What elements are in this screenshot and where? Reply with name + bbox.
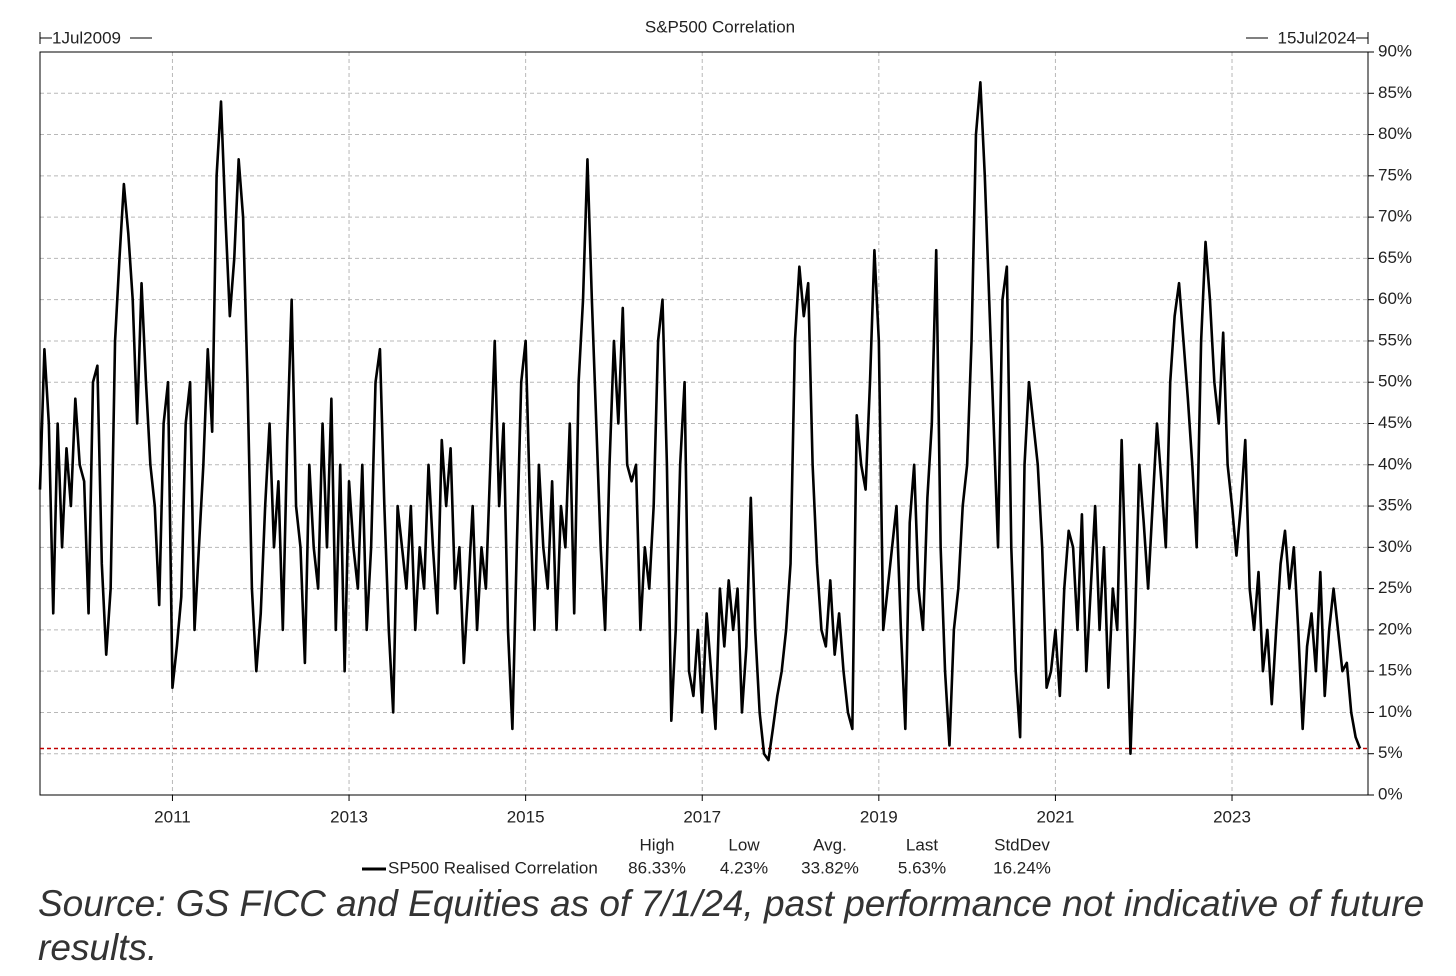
x-tick-label: 2015 bbox=[507, 807, 545, 826]
x-tick-label: 2023 bbox=[1213, 807, 1251, 826]
stat-value: 86.33% bbox=[628, 858, 686, 877]
y-tick-label: 30% bbox=[1378, 537, 1412, 556]
stat-header: Avg. bbox=[813, 835, 847, 854]
stat-header: Low bbox=[728, 835, 760, 854]
y-tick-label: 90% bbox=[1378, 41, 1412, 60]
y-tick-label: 35% bbox=[1378, 496, 1412, 515]
stat-header: Last bbox=[906, 835, 938, 854]
y-tick-label: 20% bbox=[1378, 619, 1412, 638]
y-tick-label: 70% bbox=[1378, 207, 1412, 226]
series-line bbox=[38, 81, 1362, 762]
y-tick-label: 5% bbox=[1378, 743, 1403, 762]
y-tick-label: 40% bbox=[1378, 454, 1412, 473]
plot-frame bbox=[39, 51, 1369, 796]
y-tick-label: 55% bbox=[1378, 330, 1412, 349]
stat-value: 5.63% bbox=[898, 858, 946, 877]
stat-value: 33.82% bbox=[801, 858, 859, 877]
y-tick-label: 45% bbox=[1378, 413, 1412, 432]
stat-header: StdDev bbox=[994, 835, 1050, 854]
y-tick-label: 80% bbox=[1378, 124, 1412, 143]
stat-value: 4.23% bbox=[720, 858, 768, 877]
x-tick-label: 2011 bbox=[154, 807, 191, 826]
y-tick-label: 85% bbox=[1378, 83, 1412, 102]
y-tick-label: 25% bbox=[1378, 578, 1412, 597]
x-tick-label: 2017 bbox=[683, 807, 721, 826]
y-tick-label: 50% bbox=[1378, 372, 1412, 391]
y-tick-label: 65% bbox=[1378, 248, 1412, 267]
stat-value: 16.24% bbox=[993, 858, 1051, 877]
y-tick-label: 60% bbox=[1378, 289, 1412, 308]
chart-title: S&P500 Correlation bbox=[645, 17, 795, 36]
stat-header: High bbox=[640, 835, 675, 854]
end-label: 15Jul2024 bbox=[1278, 28, 1356, 47]
legend-label: SP500 Realised Correlation bbox=[388, 858, 598, 877]
chart: S&P500 Correlation 1Jul2009 15Jul2024 SP… bbox=[38, 17, 1412, 877]
y-tick-label: 10% bbox=[1378, 702, 1412, 721]
x-tick-label: 2013 bbox=[330, 807, 368, 826]
x-tick-label: 2019 bbox=[860, 807, 898, 826]
y-tick-label: 0% bbox=[1378, 784, 1403, 803]
y-tick-label: 15% bbox=[1378, 661, 1412, 680]
x-tick-label: 2021 bbox=[1037, 807, 1075, 826]
y-tick-label: 75% bbox=[1378, 165, 1412, 184]
source-note: Source: GS FICC and Equities as of 7/1/2… bbox=[38, 883, 1425, 968]
start-label: 1Jul2009 bbox=[52, 28, 121, 47]
